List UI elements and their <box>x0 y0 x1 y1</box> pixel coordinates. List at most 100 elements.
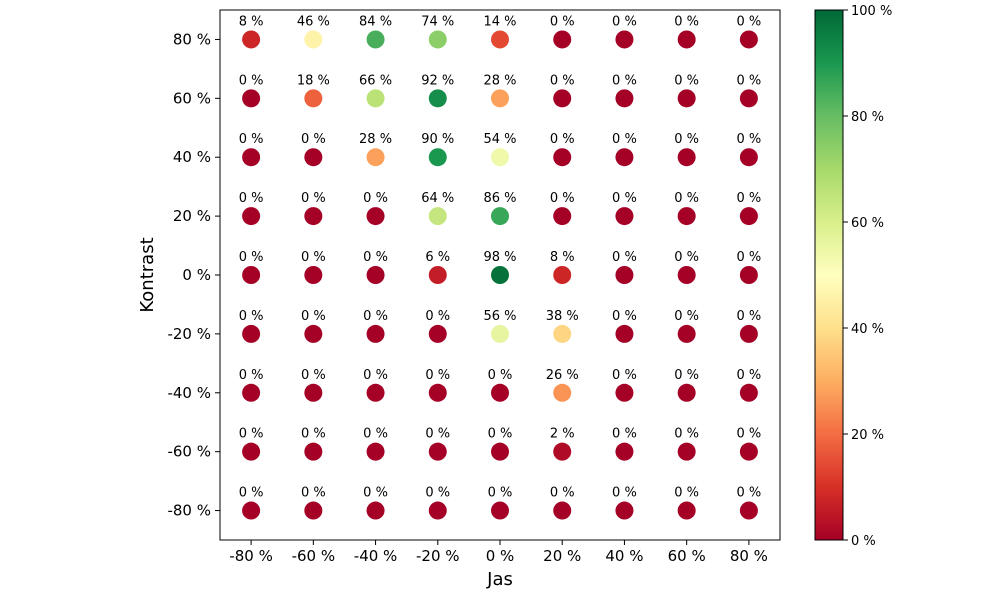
data-point <box>242 148 261 167</box>
data-point <box>428 89 447 108</box>
y-tick-label: 0 % <box>182 266 211 284</box>
data-point <box>739 89 758 108</box>
data-point <box>677 266 696 284</box>
data-label: 0 % <box>488 368 513 383</box>
data-label: 0 % <box>301 368 326 383</box>
data-point <box>491 383 509 402</box>
data-point <box>366 30 385 49</box>
data-label: 0 % <box>363 191 388 206</box>
x-tick-label: -80 % <box>229 547 273 565</box>
data-label: 0 % <box>363 486 388 501</box>
y-tick-label: 80 % <box>173 30 211 48</box>
y-tick-label: -60 % <box>167 443 211 461</box>
data-label: 0 % <box>363 368 388 383</box>
data-point <box>366 266 385 284</box>
data-point <box>304 148 323 167</box>
data-label: 0 % <box>612 14 637 29</box>
data-label: 38 % <box>546 309 579 324</box>
data-point <box>428 266 447 284</box>
data-point <box>615 89 634 108</box>
data-label: 0 % <box>674 368 699 383</box>
data-label: 98 % <box>483 250 516 265</box>
data-point <box>677 324 696 343</box>
data-label: 28 % <box>483 73 516 88</box>
colorbar-tick-label: 0 % <box>851 534 876 549</box>
data-label: 0 % <box>239 73 264 88</box>
data-point <box>304 324 323 343</box>
data-point <box>739 30 758 49</box>
data-point <box>553 266 572 284</box>
data-point <box>553 30 572 49</box>
data-point <box>491 30 509 49</box>
x-tick-label: -60 % <box>292 547 336 565</box>
data-label: 0 % <box>550 486 575 501</box>
data-label: 90 % <box>421 132 454 147</box>
data-point <box>677 442 696 461</box>
x-tick-label: -20 % <box>416 547 460 565</box>
data-point <box>615 383 634 402</box>
data-label: 8 % <box>550 250 575 265</box>
data-label: 92 % <box>421 73 454 88</box>
y-axis-label: Kontrast <box>137 237 158 312</box>
x-tick-label: 20 % <box>543 547 581 565</box>
data-point <box>491 442 509 461</box>
y-tick-label: -20 % <box>167 325 211 343</box>
data-label: 56 % <box>483 309 516 324</box>
data-point <box>428 324 447 343</box>
data-point <box>242 501 261 520</box>
data-point <box>677 148 696 167</box>
data-point <box>553 89 572 108</box>
data-point <box>428 501 447 520</box>
data-point <box>428 442 447 461</box>
data-label: 8 % <box>239 14 264 29</box>
data-point <box>366 442 385 461</box>
data-label: 0 % <box>674 132 699 147</box>
data-label: 0 % <box>363 250 388 265</box>
data-point <box>366 324 385 343</box>
data-point <box>304 30 323 49</box>
data-label: 0 % <box>301 132 326 147</box>
data-point <box>304 207 323 226</box>
data-point <box>615 266 634 284</box>
data-point <box>553 442 572 461</box>
data-label: 0 % <box>239 368 264 383</box>
data-point <box>491 89 509 108</box>
data-label: 0 % <box>239 132 264 147</box>
data-point <box>739 207 758 226</box>
data-label: 0 % <box>674 427 699 442</box>
data-label: 0 % <box>301 486 326 501</box>
data-label: 0 % <box>488 486 513 501</box>
data-point <box>366 89 385 108</box>
data-point <box>304 383 323 402</box>
data-point <box>553 207 572 226</box>
data-label: 26 % <box>546 368 579 383</box>
data-point <box>491 501 509 520</box>
data-label: 0 % <box>737 191 762 206</box>
data-point <box>677 30 696 49</box>
data-point <box>615 30 634 49</box>
colorbar-tick-label: 100 % <box>851 4 892 19</box>
data-point <box>553 383 572 402</box>
data-label: 0 % <box>363 427 388 442</box>
data-label: 0 % <box>737 250 762 265</box>
data-label: 0 % <box>674 73 699 88</box>
data-point <box>553 148 572 167</box>
data-point <box>553 501 572 520</box>
x-axis-label: Jas <box>486 569 513 590</box>
data-label: 0 % <box>612 132 637 147</box>
data-label: 0 % <box>425 368 450 383</box>
data-label: 0 % <box>550 132 575 147</box>
data-label: 14 % <box>483 14 516 29</box>
data-point <box>366 383 385 402</box>
y-tick-label: 60 % <box>173 89 211 107</box>
data-label: 0 % <box>301 191 326 206</box>
data-label: 0 % <box>425 486 450 501</box>
data-label: 46 % <box>297 14 330 29</box>
data-label: 54 % <box>483 132 516 147</box>
data-point <box>242 383 261 402</box>
data-point <box>491 324 509 343</box>
data-label: 0 % <box>674 14 699 29</box>
data-label: 0 % <box>612 73 637 88</box>
data-label: 0 % <box>425 427 450 442</box>
